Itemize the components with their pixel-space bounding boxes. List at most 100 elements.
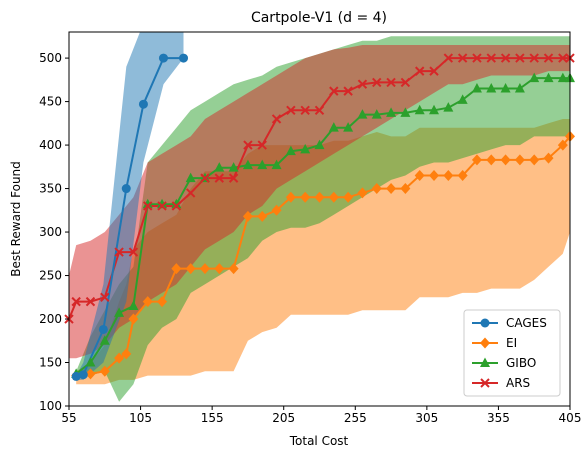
point-ei	[414, 170, 425, 182]
point-ei	[171, 263, 182, 275]
point-ei	[185, 263, 196, 275]
point-gibo	[371, 109, 382, 119]
point-gibo	[85, 357, 96, 367]
y-tick-label: 150	[39, 356, 62, 370]
legend-marker-ei	[480, 337, 490, 349]
point-gibo	[500, 83, 511, 93]
point-ei	[121, 348, 132, 360]
point-gibo	[443, 102, 454, 112]
point-gibo	[128, 300, 139, 310]
point-cages	[121, 184, 131, 194]
point-ars	[100, 292, 110, 302]
point-ars	[114, 247, 124, 257]
x-tick-label: 405	[559, 411, 582, 425]
point-ars	[543, 53, 554, 63]
point-cages	[71, 371, 81, 381]
point-ars	[300, 105, 310, 115]
point-gibo	[328, 122, 339, 132]
point-ei	[371, 183, 382, 195]
x-tick-label: 305	[415, 411, 438, 425]
y-tick-label: 250	[39, 269, 62, 283]
point-ars	[243, 140, 253, 150]
point-ars	[343, 86, 353, 96]
point-ei	[343, 191, 354, 203]
band-cages	[76, 32, 184, 380]
point-ei	[314, 191, 325, 203]
legend: CAGES EI GIBO ARS	[463, 309, 561, 397]
y-tick-label: 450	[39, 95, 62, 109]
point-gibo	[314, 139, 325, 150]
point-cages	[78, 370, 88, 380]
point-ars	[128, 247, 139, 257]
point-ars	[185, 188, 196, 198]
point-ei	[514, 154, 525, 166]
plot-frame	[68, 31, 571, 407]
y-tick-label: 350	[39, 182, 62, 196]
point-ei	[400, 183, 411, 195]
point-ei	[242, 210, 253, 222]
point-ars	[171, 201, 182, 211]
point-ei	[429, 170, 440, 182]
point-ei	[214, 263, 225, 275]
point-ars	[486, 53, 496, 63]
x-tick-label: 205	[272, 411, 295, 425]
point-ei	[328, 191, 339, 203]
point-ei	[271, 204, 282, 216]
point-gibo	[486, 83, 497, 93]
y-tick-label: 400	[39, 138, 62, 152]
point-gibo	[185, 172, 196, 183]
point-gibo	[99, 335, 110, 345]
point-ars	[314, 105, 325, 115]
point-ars	[357, 79, 368, 89]
point-ei	[228, 263, 239, 275]
point-ei	[457, 170, 468, 182]
confidence-bands	[69, 32, 570, 402]
point-ei	[529, 154, 540, 166]
point-ars	[257, 140, 267, 150]
point-ei	[142, 296, 153, 308]
point-ei	[443, 170, 454, 182]
point-ei	[114, 352, 125, 364]
band-ars	[69, 45, 570, 359]
point-ars	[329, 86, 339, 96]
point-ars	[214, 173, 225, 183]
x-axis-label: Total Cost	[289, 434, 349, 448]
point-ars	[85, 296, 96, 307]
point-ei	[128, 313, 139, 325]
x-tick-label: 55	[61, 411, 76, 425]
point-ars	[472, 53, 482, 63]
point-ars	[271, 114, 282, 124]
point-cages	[98, 324, 108, 334]
y-tick-label: 200	[39, 312, 62, 326]
point-gibo	[543, 72, 554, 83]
point-ars	[200, 173, 210, 183]
point-ei	[99, 365, 110, 377]
point-gibo	[400, 107, 411, 117]
chart-title: Cartpole-V1 (d = 4)	[251, 10, 387, 26]
y-axis: 100 150 200 250 300 350 400 450 500	[39, 51, 69, 413]
point-ei	[471, 154, 482, 166]
point-ars	[429, 66, 439, 76]
point-gibo	[157, 198, 168, 209]
point-gibo	[285, 145, 296, 156]
x-tick-label: 355	[487, 411, 510, 425]
point-ei	[500, 154, 511, 166]
point-ars	[372, 77, 382, 88]
point-gibo	[414, 104, 425, 115]
point-gibo	[228, 162, 239, 172]
point-gibo	[343, 122, 354, 132]
point-ars	[558, 53, 568, 63]
x-axis: 55 105 155 205 255 305 355 405	[61, 406, 581, 425]
point-ei	[285, 191, 296, 203]
point-ars	[457, 53, 468, 63]
legend-label-ei: EI	[506, 336, 517, 350]
point-gibo	[514, 83, 525, 93]
x-tick-label: 105	[129, 411, 152, 425]
point-gibo	[457, 94, 468, 104]
point-gibo	[557, 72, 568, 83]
series-markers	[64, 53, 575, 382]
point-ars	[71, 296, 81, 307]
legend-label-ars: ARS	[506, 376, 530, 390]
